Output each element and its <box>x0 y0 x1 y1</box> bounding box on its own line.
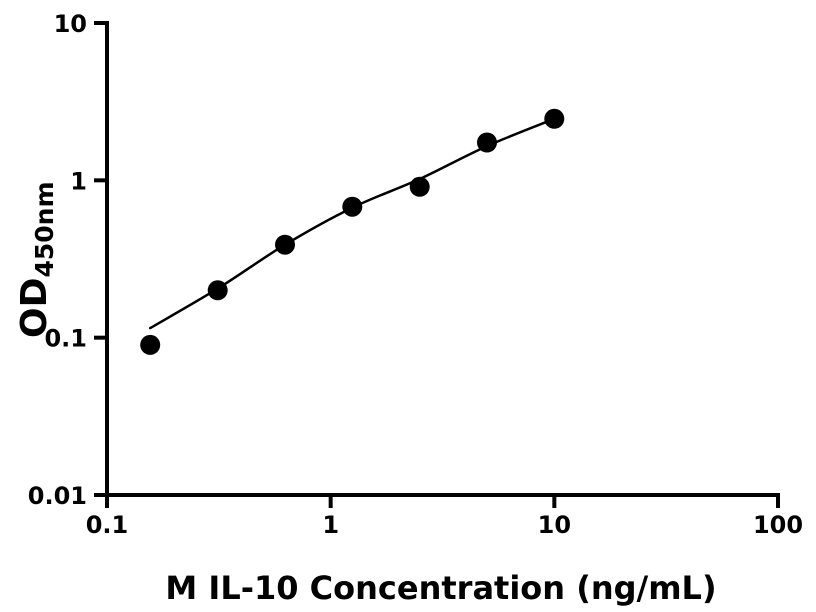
y-axis: 0.01 0.1 1 10 <box>28 10 107 510</box>
y-axis-title: OD450nm <box>14 181 59 338</box>
data-point <box>275 234 295 255</box>
y-axis-title-main: OD <box>14 278 55 339</box>
data-point <box>342 196 363 217</box>
x-tick-label: 10 <box>538 511 571 539</box>
y-tick-label: 1 <box>70 167 87 195</box>
x-tick-label: 0.1 <box>86 511 129 539</box>
x-axis-title: M IL-10 Concentration (ng/mL) <box>165 569 716 607</box>
axis-spines <box>105 21 780 497</box>
y-tick-label: 10 <box>54 10 87 38</box>
data-point <box>409 176 430 197</box>
y-tick-label: 0.1 <box>44 325 87 353</box>
x-tick-label: 1 <box>322 511 339 539</box>
data-points <box>140 108 565 355</box>
y-axis-title-subscript: 450nm <box>30 181 59 277</box>
data-point <box>207 280 228 301</box>
x-tick-label: 100 <box>753 511 803 539</box>
y-tick-label: 0.01 <box>28 482 87 510</box>
data-point <box>477 132 497 153</box>
x-axis: 0.1 1 10 100 <box>86 495 803 539</box>
data-point <box>140 334 161 355</box>
data-point <box>544 108 565 129</box>
